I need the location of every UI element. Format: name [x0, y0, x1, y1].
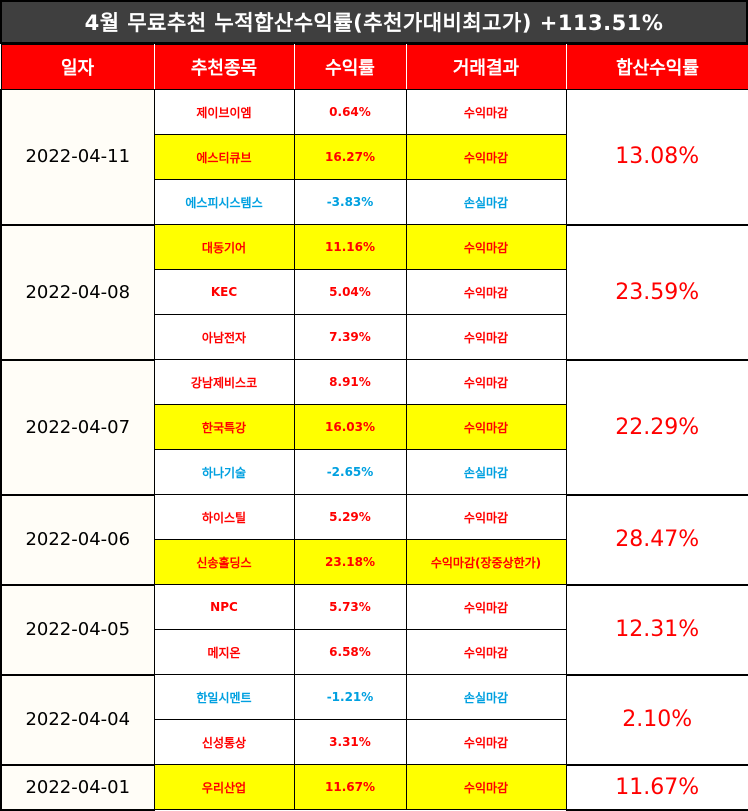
stock-cell: 대동기어	[153, 224, 295, 270]
rate-cell: 11.16%	[293, 224, 407, 270]
table-row: 한국특강 16.03% 수익마감	[1, 404, 748, 450]
stock-cell: KEC	[153, 269, 295, 315]
rate-cell: 5.04%	[293, 269, 407, 315]
rate-cell: 16.03%	[293, 404, 407, 450]
rate-cell: 6.58%	[293, 629, 407, 675]
stock-cell: 우리산업	[153, 764, 295, 810]
stock-cell: 에스티큐브	[153, 134, 295, 180]
page-title: 4월 무료추천 누적합산수익률(추천가대비최고가) +113.51%	[0, 0, 748, 44]
total-return-cell: 2.10%	[565, 674, 748, 766]
result-cell: 수익마감	[405, 89, 567, 135]
header-result: 거래결과	[405, 44, 567, 90]
rate-cell: 7.39%	[293, 314, 407, 360]
table-row: 2022-04-06 하이스틸 5.29% 수익마감 28.47%	[0, 494, 748, 586]
date-cell: 2022-04-08	[0, 224, 155, 361]
header-row: 일자 추천종목 수익률 거래결과 합산수익률	[0, 44, 748, 90]
table-row: 2022-04-04 한일시멘트 -1.21% 손실마감 2.10%	[0, 674, 748, 766]
stock-cell: 신성통상	[153, 719, 295, 765]
header-total: 합산수익률	[565, 44, 748, 90]
total-return-cell: 22.29%	[565, 359, 748, 496]
total-return-cell: 13.08%	[565, 89, 748, 226]
date-cell: 2022-04-06	[0, 494, 155, 586]
date-cell: 2022-04-11	[0, 89, 155, 226]
stock-cell: 에스피시스템스	[153, 179, 295, 225]
result-cell: 수익마감	[405, 359, 567, 405]
table-row: 하나기술 -2.65% 손실마감	[1, 449, 748, 495]
rate-cell: 16.27%	[293, 134, 407, 180]
header-rate: 수익률	[293, 44, 407, 90]
total-return-cell: 28.47%	[565, 494, 748, 586]
table-row: 2022-04-11 제이브이엠 0.64% 수익마감 13.08%	[0, 89, 748, 226]
header-stock: 추천종목	[153, 44, 295, 90]
result-cell: 수익마감	[405, 134, 567, 180]
returns-table: 일자 추천종목 수익률 거래결과 합산수익률 2022-04-11 제이브이엠 0.…	[0, 44, 748, 811]
total-return-cell: 23.59%	[565, 224, 748, 361]
stock-cell: 아남전자	[153, 314, 295, 360]
stock-cell: NPC	[153, 584, 295, 630]
result-cell: 수익마감	[405, 584, 567, 630]
rate-cell: 11.67%	[293, 764, 407, 810]
date-cell: 2022-04-04	[0, 674, 155, 766]
rate-cell: -1.21%	[293, 674, 407, 720]
header-date: 일자	[0, 44, 155, 90]
rate-cell: 23.18%	[293, 539, 407, 585]
total-return-cell: 12.31%	[565, 584, 748, 676]
result-cell: 수익마감	[405, 224, 567, 270]
stock-cell: 강남제비스코	[153, 359, 295, 405]
table-row: 에스티큐브 16.27% 수익마감	[1, 134, 748, 180]
rate-cell: 3.31%	[293, 719, 407, 765]
stock-cell: 한국특강	[153, 404, 295, 450]
stock-cell: 하나기술	[153, 449, 295, 495]
rate-cell: -2.65%	[293, 449, 407, 495]
date-cell: 2022-04-05	[0, 584, 155, 676]
result-cell: 수익마감	[405, 719, 567, 765]
table-row: 2022-04-08 대동기어 11.16% 수익마감 23.59%	[0, 224, 748, 361]
result-cell: 손실마감	[405, 674, 567, 720]
stock-cell: 신송홀딩스	[153, 539, 295, 585]
rate-cell: 5.29%	[293, 494, 407, 540]
table-row: 아남전자 7.39% 수익마감	[1, 314, 748, 360]
result-cell: 수익마감	[405, 494, 567, 540]
table-row: KEC 5.04% 수익마감	[1, 269, 748, 315]
stock-cell: 한일시멘트	[153, 674, 295, 720]
result-cell: 수익마감	[405, 404, 567, 450]
date-cell: 2022-04-07	[0, 359, 155, 496]
rate-cell: 0.64%	[293, 89, 407, 135]
rate-cell: -3.83%	[293, 179, 407, 225]
date-cell: 2022-04-01	[0, 764, 155, 811]
result-cell: 수익마감(장중상한가)	[405, 539, 567, 585]
stock-cell: 하이스틸	[153, 494, 295, 540]
stock-cell: 메지온	[153, 629, 295, 675]
table-row: 2022-04-01 우리산업 11.67% 수익마감 11.67%	[0, 764, 748, 811]
result-cell: 손실마감	[405, 179, 567, 225]
table-row: 2022-04-05 NPC 5.73% 수익마감 12.31%	[0, 584, 748, 676]
rate-cell: 8.91%	[293, 359, 407, 405]
table-row: 메지온 6.58% 수익마감	[1, 629, 748, 675]
table-row: 2022-04-07 강남제비스코 8.91% 수익마감 22.29%	[0, 359, 748, 496]
result-cell: 수익마감	[405, 269, 567, 315]
rate-cell: 5.73%	[293, 584, 407, 630]
result-cell: 손실마감	[405, 449, 567, 495]
table-body: 2022-04-11 제이브이엠 0.64% 수익마감 13.08% 에스티큐브 16.27…	[0, 89, 748, 811]
result-cell: 수익마감	[405, 764, 567, 810]
stock-cell: 제이브이엠	[153, 89, 295, 135]
total-return-cell: 11.67%	[565, 764, 748, 811]
result-cell: 수익마감	[405, 314, 567, 360]
result-cell: 수익마감	[405, 629, 567, 675]
table-row: 에스피시스템스 -3.83% 손실마감	[1, 179, 748, 225]
